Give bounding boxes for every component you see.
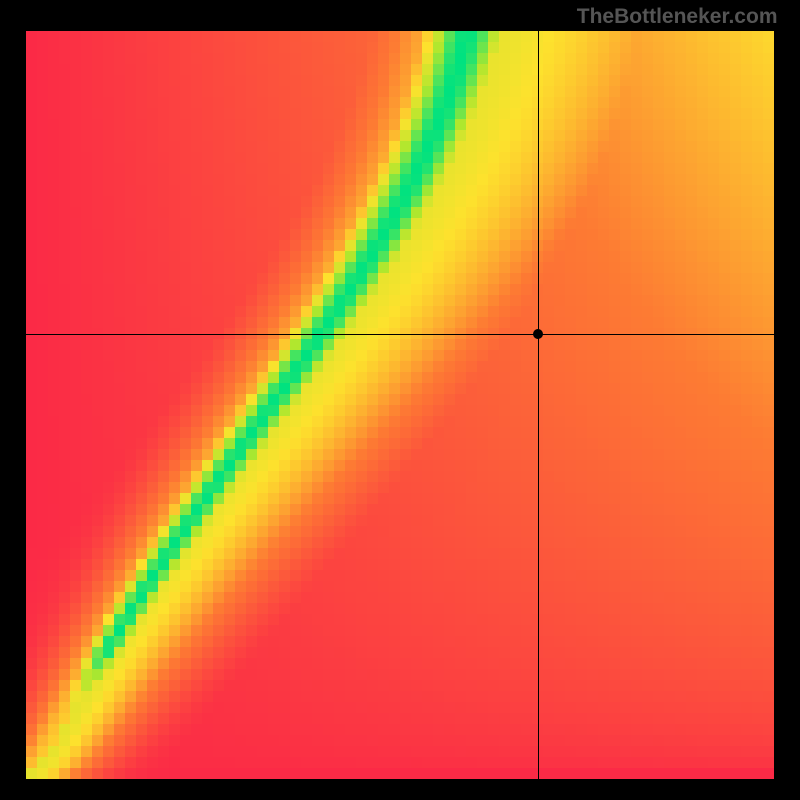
crosshair-horizontal (26, 334, 774, 335)
heatmap-chart (26, 31, 774, 779)
crosshair-marker (533, 329, 543, 339)
heatmap-canvas (26, 31, 774, 779)
watermark-text: TheBottleneker.com (8, 0, 793, 29)
crosshair-vertical (538, 31, 539, 779)
